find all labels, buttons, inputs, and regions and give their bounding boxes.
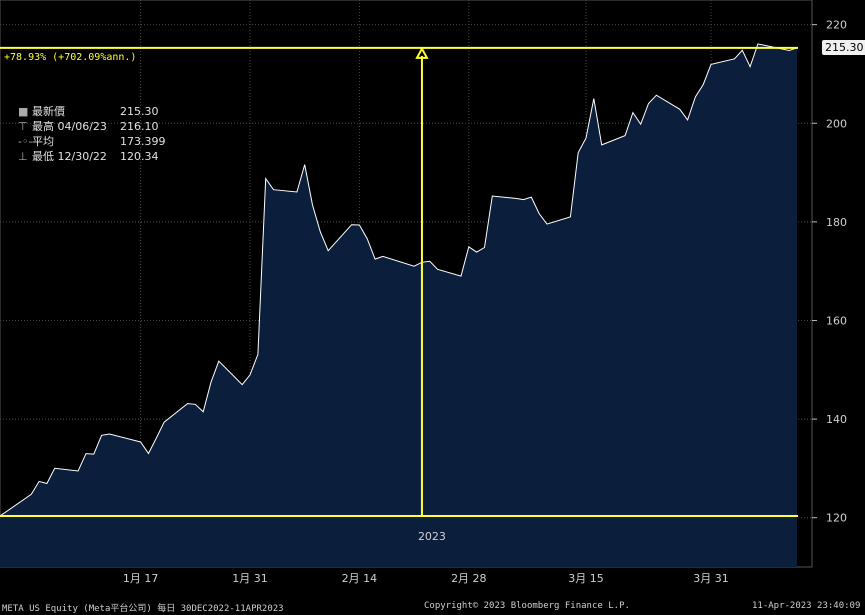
- legend-item-last: ■ 最新價 215.30: [18, 104, 180, 119]
- legend-avg-value: 173.399: [120, 135, 166, 148]
- y-tick-label: 200: [826, 117, 847, 130]
- price-line: [0, 43, 798, 517]
- legend-last-symbol: ■: [18, 105, 29, 118]
- x-tick-label: 1月 17: [123, 572, 159, 585]
- x-axis: 1月 17 1月 31 2月 14 2月 28 3月 15 3月 31 2023: [123, 530, 729, 585]
- y-tick-label: 160: [826, 314, 847, 327]
- x-tick-label: 3月 15: [568, 572, 604, 585]
- legend-high-value: 216.10: [120, 120, 159, 133]
- legend-high-label: 最高 04/06/23: [32, 120, 107, 133]
- y-tick-label: 220: [826, 19, 847, 32]
- x-tick-label: 2月 28: [451, 572, 487, 585]
- legend-avg-label: 平均: [32, 135, 54, 148]
- footer-timestamp: 11-Apr-2023 23:40:09: [752, 601, 861, 611]
- legend-avg-symbol: -◦-: [18, 135, 33, 148]
- last-price-tag: 215.30: [822, 39, 865, 55]
- legend-item-avg: -◦- 平均 173.399: [18, 134, 180, 149]
- price-area: [0, 43, 797, 567]
- footer-copyright: Copyright© 2023 Bloomberg Finance L.P.: [424, 601, 630, 611]
- legend: ■ 最新價 215.30 ⊤ 最高 04/06/23 216.10 -◦- 平均…: [18, 104, 180, 164]
- return-annotation-label: +78.93% (+702.09%ann.): [2, 52, 139, 63]
- legend-high-symbol: ⊤: [18, 120, 28, 133]
- legend-item-high: ⊤ 最高 04/06/23 216.10: [18, 119, 180, 134]
- return-annotation: [0, 46, 798, 518]
- y-axis: 120 140 160 180 200 220: [812, 19, 847, 525]
- legend-low-value: 120.34: [120, 150, 159, 163]
- legend-low-symbol: ⊥: [18, 150, 28, 163]
- year-label: 2023: [418, 530, 446, 543]
- x-tick-label: 2月 14: [342, 572, 378, 585]
- legend-last-label: 最新價: [32, 105, 65, 118]
- footer-ticker: META US Equity (Meta平台公司) 每日 30DEC2022-1…: [2, 604, 284, 614]
- y-tick-label: 140: [826, 413, 847, 426]
- x-tick-label: 3月 31: [693, 572, 729, 585]
- annotation-arrowhead: [415, 46, 429, 59]
- legend-item-low: ⊥ 最低 12/30/22 120.34: [18, 149, 180, 164]
- x-tick-label: 1月 31: [232, 572, 268, 585]
- legend-low-label: 最低 12/30/22: [32, 150, 107, 163]
- y-tick-label: 120: [826, 512, 847, 525]
- legend-last-value: 215.30: [120, 105, 159, 118]
- y-tick-label: 180: [826, 216, 847, 229]
